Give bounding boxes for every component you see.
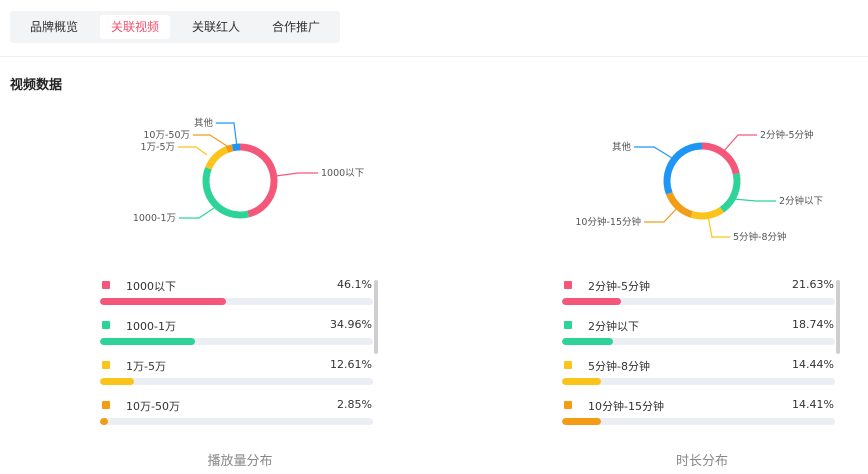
legend-percentage: 21.63% [792, 278, 834, 291]
list-item: 2分钟以下 18.74% [560, 316, 836, 356]
legend-swatch [102, 321, 110, 329]
list-item: 10万-50万 2.85% [98, 396, 374, 436]
views-slice-label-1w-5w: 1万-5万 [140, 142, 175, 153]
views-distribution-list: 1000以下 46.1% 1000-1万 34.96% 1万-5万 12.61% 10万-5… [98, 276, 378, 430]
views-slice-label-other: 其他 [194, 117, 214, 129]
list-item: 10分钟-15分钟 14.41% [560, 396, 836, 436]
duration-slice-label-2min-under: 2分钟以下 [779, 195, 823, 207]
list-item: 5分钟-8分钟 14.44% [560, 356, 836, 396]
progress-track [100, 378, 373, 385]
progress-fill [562, 378, 602, 385]
header-divider [0, 56, 868, 57]
legend-label: 10分钟-15分钟 [588, 400, 664, 413]
duration-slice-label-2min-5min: 2分钟-5分钟 [760, 129, 814, 141]
progress-track [562, 298, 835, 305]
legend-swatch [102, 281, 110, 289]
duration-list-scrollbar[interactable] [836, 280, 840, 354]
legend-swatch [102, 361, 110, 369]
duration-slice-5min-8min[interactable] [690, 206, 724, 220]
progress-track [562, 338, 835, 345]
progress-track [562, 378, 835, 385]
views-chart-caption: 播放量分布 [207, 454, 273, 469]
progress-fill [562, 298, 622, 305]
views-leader-line-1000-under [275, 172, 318, 177]
progress-fill [562, 418, 602, 425]
legend-percentage: 14.44% [792, 358, 834, 371]
tab-related-videos[interactable]: 关联视频 [100, 15, 170, 39]
legend-label: 1000以下 [126, 280, 176, 293]
legend-label: 2分钟以下 [588, 320, 639, 333]
views-slice-1000-1w[interactable] [202, 167, 250, 219]
progress-fill [562, 338, 614, 345]
list-item: 2分钟-5分钟 21.63% [560, 276, 836, 316]
legend-percentage: 46.1% [337, 278, 372, 291]
list-item: 1万-5万 12.61% [98, 356, 374, 396]
views-list-scrollbar[interactable] [374, 280, 378, 354]
duration-distribution-list: 2分钟-5分钟 21.63% 2分钟以下 18.74% 5分钟-8分钟 14.44% 10分… [560, 276, 840, 430]
legend-percentage: 12.61% [330, 358, 372, 371]
duration-slice-10min-15min[interactable] [666, 192, 693, 218]
duration-slice-2min-under[interactable] [719, 172, 741, 213]
tab-bar: 品牌概览 关联视频 关联红人 合作推广 [10, 11, 340, 43]
duration-slice-label-5min-8min: 5分钟-8分钟 [733, 231, 787, 243]
tab-brand-overview[interactable]: 品牌概览 [29, 20, 78, 34]
legend-label: 2分钟-5分钟 [588, 280, 650, 293]
legend-label: 1万-5万 [126, 360, 166, 373]
views-leader-line-1000-1w [179, 207, 215, 219]
views-slice-1000-under[interactable] [239, 143, 278, 218]
legend-swatch [564, 361, 572, 369]
legend-label: 1000-1万 [126, 320, 176, 333]
progress-track [562, 418, 835, 425]
views-leader-line-1w-5w [178, 146, 208, 156]
views-slice-label-1000-under: 1000以下 [321, 168, 364, 179]
views-slice-10w-50w[interactable] [225, 144, 234, 153]
views-slice-label-1000-1w: 1000-1万 [133, 213, 176, 224]
views-leader-line-10w-50w [193, 134, 231, 149]
legend-percentage: 34.96% [330, 318, 372, 331]
views-leader-line-other [216, 122, 238, 148]
legend-swatch [564, 401, 572, 409]
tab-related-influencers[interactable]: 关联红人 [191, 20, 240, 34]
legend-percentage: 2.85% [337, 398, 372, 411]
duration-leader-line-other [634, 146, 673, 159]
duration-chart-caption: 时长分布 [675, 454, 728, 469]
duration-leader-line-5min-8min [707, 215, 730, 238]
section-title: 视频数据 [10, 78, 63, 93]
progress-track [100, 298, 373, 305]
views-slice-1w-5w[interactable] [205, 146, 229, 170]
duration-leader-line-2min-5min [723, 134, 757, 152]
list-item: 1000-1万 34.96% [98, 316, 374, 356]
views-slice-other[interactable] [231, 143, 241, 152]
legend-percentage: 14.41% [792, 398, 834, 411]
progress-track [100, 418, 373, 425]
legend-swatch [102, 401, 110, 409]
duration-leader-line-10min-15min [644, 206, 679, 223]
progress-track [100, 338, 373, 345]
legend-swatch [564, 281, 572, 289]
duration-slice-2min-5min[interactable] [701, 142, 740, 175]
legend-percentage: 18.74% [792, 318, 834, 331]
duration-slice-label-10min-15min: 10分钟-15分钟 [575, 216, 641, 228]
progress-fill [100, 298, 226, 305]
progress-fill [100, 338, 196, 345]
views-slice-label-10w-50w: 10万-50万 [143, 130, 190, 141]
legend-label: 5分钟-8分钟 [588, 360, 650, 373]
duration-slice-label-other: 其他 [612, 141, 632, 153]
progress-fill [100, 378, 135, 385]
legend-label: 10万-50万 [126, 400, 180, 413]
progress-fill [100, 418, 108, 425]
duration-leader-line-2min-under [733, 198, 776, 202]
legend-swatch [564, 321, 572, 329]
list-item: 1000以下 46.1% [98, 276, 374, 316]
duration-slice-other[interactable] [663, 142, 703, 195]
tab-cooperation-promotion[interactable]: 合作推广 [271, 20, 320, 34]
